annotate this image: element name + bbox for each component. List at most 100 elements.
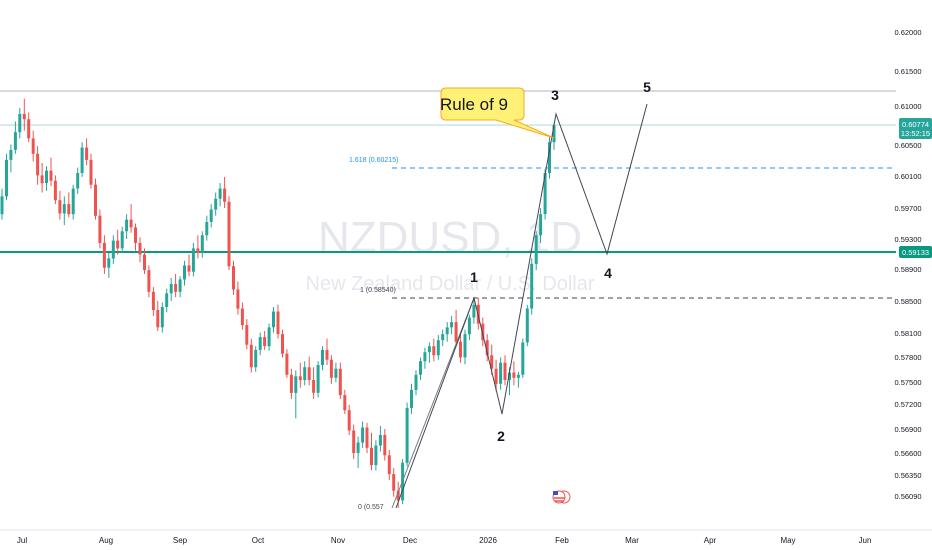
candle-body bbox=[374, 445, 378, 466]
candle-body bbox=[512, 372, 516, 378]
candle bbox=[374, 440, 378, 471]
candle bbox=[454, 310, 458, 347]
candle-body bbox=[472, 304, 476, 318]
candle-body bbox=[209, 209, 213, 222]
watermark-subtitle: New Zealand Dollar / U.S. Dollar bbox=[306, 273, 595, 295]
candle-body bbox=[338, 368, 342, 396]
price-tag-box bbox=[899, 118, 932, 139]
candle bbox=[365, 422, 369, 454]
candle-body bbox=[169, 284, 173, 294]
candle-body bbox=[329, 359, 333, 378]
candle bbox=[281, 329, 284, 358]
candle-body bbox=[499, 362, 503, 384]
rule-of-9-callout[interactable]: Rule of 9 bbox=[440, 87, 555, 139]
time-tick-label: Mar bbox=[625, 536, 639, 545]
candle bbox=[49, 157, 53, 187]
candle bbox=[272, 307, 275, 333]
wave-1-label: 1 bbox=[470, 269, 478, 285]
candle-body bbox=[214, 198, 218, 210]
candle-body bbox=[276, 311, 280, 335]
candle-body bbox=[503, 362, 507, 380]
candle bbox=[0, 188, 4, 220]
candle bbox=[316, 361, 320, 398]
candle-body bbox=[405, 407, 409, 463]
candle bbox=[196, 235, 200, 259]
candle-body bbox=[312, 380, 316, 393]
candle bbox=[183, 260, 186, 286]
price-tick-label: 0.61500 bbox=[894, 67, 921, 76]
candle-body bbox=[552, 125, 556, 143]
candle-body bbox=[125, 219, 129, 232]
candle bbox=[338, 362, 342, 399]
candle-body bbox=[178, 279, 182, 292]
price-tick-label: 0.60100 bbox=[894, 172, 921, 181]
price-tick-label: 0.59700 bbox=[894, 204, 921, 213]
candle bbox=[214, 192, 218, 216]
candle-body bbox=[240, 308, 244, 326]
candle bbox=[414, 370, 418, 396]
candle bbox=[191, 242, 195, 277]
candle bbox=[160, 302, 164, 333]
price-tick-label: 0.62000 bbox=[894, 28, 921, 37]
candle bbox=[312, 367, 316, 399]
wave-drawings: 1 2 3 4 5 bbox=[391, 79, 651, 509]
candle bbox=[178, 276, 182, 298]
candle-body bbox=[387, 455, 391, 475]
elliott-wave-path[interactable] bbox=[395, 103, 648, 509]
price-axis[interactable]: 0.62000 0.61500 0.61000 0.60500 0.60100 0.597… bbox=[894, 28, 921, 501]
candle-body bbox=[356, 442, 360, 453]
candle bbox=[138, 237, 142, 263]
candle bbox=[18, 107, 22, 139]
candle bbox=[209, 204, 213, 228]
candle-body bbox=[365, 427, 369, 448]
candle bbox=[419, 357, 422, 380]
candle bbox=[503, 355, 507, 386]
candle bbox=[58, 190, 62, 220]
us-flag-event-icon[interactable] bbox=[552, 490, 571, 504]
candle bbox=[120, 226, 124, 253]
time-axis[interactable]: Jul Aug Sep Oct Nov Dec 2026 Feb Mar Apr May Jun bbox=[0, 529, 932, 545]
candle-body bbox=[445, 327, 449, 335]
candle-body bbox=[441, 334, 445, 341]
candle-body bbox=[383, 435, 387, 456]
candle-body bbox=[143, 254, 146, 271]
candle bbox=[361, 421, 365, 448]
current-price-tag: 0.60774 13:52:15 bbox=[899, 118, 932, 139]
candle-body bbox=[22, 113, 26, 120]
candle-body bbox=[227, 201, 231, 267]
candle bbox=[31, 130, 35, 162]
price-tick-label: 0.58500 bbox=[894, 297, 921, 306]
fib-0-label: 0 (0.557 bbox=[358, 504, 384, 511]
time-tick-label: Apr bbox=[704, 536, 717, 545]
fib-trend-line bbox=[391, 297, 475, 509]
candle-body bbox=[53, 180, 57, 201]
candle-body bbox=[160, 307, 164, 328]
candle-body bbox=[548, 142, 551, 173]
candle-body bbox=[151, 291, 155, 310]
candle-body bbox=[396, 490, 400, 501]
candle-body bbox=[254, 349, 258, 368]
candle-body bbox=[485, 340, 489, 356]
fib-1-label: 1 (0.58540) bbox=[360, 287, 396, 294]
candle bbox=[169, 277, 173, 301]
candle-body bbox=[459, 341, 462, 358]
candle-body bbox=[62, 204, 66, 214]
candle-body bbox=[165, 293, 169, 307]
candle-body bbox=[98, 215, 102, 243]
candle bbox=[143, 248, 146, 274]
time-tick-label: Jun bbox=[859, 536, 872, 545]
level-tag-box bbox=[899, 246, 932, 258]
wave-2-label: 2 bbox=[497, 428, 505, 444]
candle-body bbox=[218, 188, 222, 199]
candle bbox=[53, 175, 57, 205]
candle bbox=[98, 209, 102, 249]
candle-body bbox=[89, 159, 93, 185]
candle bbox=[334, 362, 338, 383]
candle bbox=[156, 301, 160, 332]
candle bbox=[218, 183, 222, 207]
candle-body bbox=[325, 349, 329, 360]
wave-4-label: 4 bbox=[604, 265, 612, 281]
time-tick-label: Nov bbox=[331, 536, 345, 545]
candle bbox=[516, 371, 520, 388]
